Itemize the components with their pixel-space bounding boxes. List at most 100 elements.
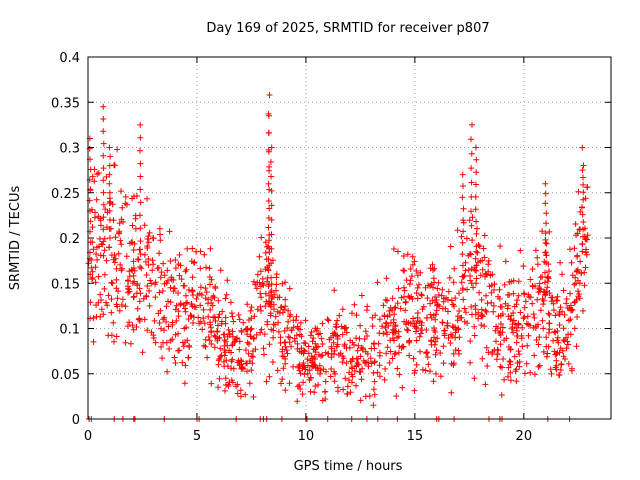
data-point bbox=[319, 320, 326, 327]
data-point bbox=[202, 285, 209, 292]
data-point bbox=[557, 259, 564, 266]
data-point bbox=[287, 311, 294, 318]
data-point bbox=[445, 308, 451, 315]
data-point bbox=[299, 391, 306, 398]
data-point bbox=[191, 303, 198, 310]
data-point bbox=[234, 335, 240, 341]
data-point bbox=[130, 258, 137, 265]
data-point bbox=[554, 328, 561, 334]
data-point bbox=[93, 196, 100, 203]
data-point bbox=[106, 244, 113, 251]
data-point bbox=[565, 341, 571, 348]
data-point bbox=[473, 181, 479, 188]
data-point bbox=[272, 321, 279, 328]
data-point bbox=[411, 258, 418, 265]
data-point bbox=[543, 240, 550, 247]
data-point bbox=[347, 389, 354, 396]
data-point bbox=[584, 236, 591, 243]
data-point bbox=[144, 236, 151, 242]
data-point bbox=[360, 357, 367, 364]
data-point bbox=[173, 317, 180, 324]
data-point bbox=[401, 293, 407, 300]
data-point bbox=[144, 327, 151, 334]
data-point bbox=[527, 369, 534, 376]
data-point bbox=[506, 344, 512, 350]
data-point bbox=[441, 327, 448, 334]
data-point bbox=[182, 268, 189, 275]
data-point bbox=[364, 350, 371, 357]
data-point bbox=[308, 329, 315, 335]
data-point bbox=[263, 298, 270, 305]
data-point bbox=[432, 294, 439, 300]
data-point bbox=[257, 268, 264, 275]
data-point bbox=[278, 380, 284, 387]
data-point bbox=[510, 290, 517, 297]
data-point bbox=[454, 317, 461, 324]
data-point bbox=[533, 337, 540, 343]
data-point bbox=[109, 280, 116, 287]
data-point bbox=[108, 309, 115, 316]
data-point bbox=[163, 303, 170, 310]
data-point bbox=[311, 389, 318, 396]
data-point bbox=[473, 243, 480, 250]
data-point bbox=[259, 275, 266, 282]
data-point bbox=[458, 279, 465, 286]
data-point bbox=[580, 189, 587, 196]
data-point bbox=[225, 381, 232, 388]
data-point bbox=[90, 338, 97, 345]
data-point bbox=[229, 313, 236, 320]
data-point bbox=[262, 239, 269, 246]
data-point bbox=[482, 307, 489, 314]
data-point bbox=[568, 306, 575, 313]
data-point bbox=[490, 308, 497, 315]
data-point bbox=[197, 302, 204, 309]
data-point bbox=[370, 402, 377, 409]
data-point bbox=[472, 267, 478, 273]
data-point bbox=[222, 375, 229, 382]
data-point bbox=[473, 218, 480, 225]
data-point bbox=[494, 346, 501, 353]
data-point bbox=[471, 375, 478, 382]
data-point bbox=[568, 367, 575, 374]
data-point bbox=[446, 274, 453, 281]
data-points bbox=[85, 92, 591, 422]
data-point bbox=[163, 318, 170, 325]
data-point bbox=[263, 378, 270, 385]
data-point bbox=[400, 253, 407, 259]
data-point bbox=[157, 231, 163, 238]
data-point bbox=[207, 245, 214, 252]
data-point bbox=[473, 248, 480, 255]
data-point bbox=[466, 217, 473, 224]
data-point bbox=[470, 284, 477, 291]
data-point bbox=[118, 267, 125, 274]
data-point bbox=[525, 332, 532, 339]
y-tick-label: 0.4 bbox=[59, 51, 80, 66]
y-tick-label: 0.3 bbox=[59, 142, 80, 157]
data-point bbox=[338, 323, 345, 330]
data-point bbox=[536, 362, 543, 369]
data-point bbox=[197, 265, 204, 272]
data-point bbox=[325, 317, 332, 324]
data-point bbox=[439, 286, 446, 293]
data-point bbox=[514, 333, 520, 339]
data-point bbox=[473, 156, 480, 163]
data-point bbox=[479, 266, 486, 273]
data-point bbox=[200, 315, 207, 322]
data-point bbox=[167, 258, 174, 264]
data-point bbox=[293, 332, 300, 339]
data-point bbox=[483, 344, 490, 351]
data-point bbox=[106, 200, 113, 207]
data-point bbox=[539, 228, 546, 235]
data-point bbox=[294, 398, 301, 405]
data-point bbox=[216, 311, 223, 318]
data-point bbox=[115, 288, 122, 295]
data-point bbox=[184, 337, 191, 344]
data-point bbox=[440, 343, 447, 350]
data-point bbox=[94, 256, 101, 263]
data-point bbox=[224, 277, 231, 284]
data-point bbox=[317, 370, 323, 377]
data-point bbox=[300, 347, 307, 354]
data-point bbox=[282, 360, 289, 367]
data-point bbox=[110, 319, 117, 326]
data-point bbox=[471, 323, 478, 330]
